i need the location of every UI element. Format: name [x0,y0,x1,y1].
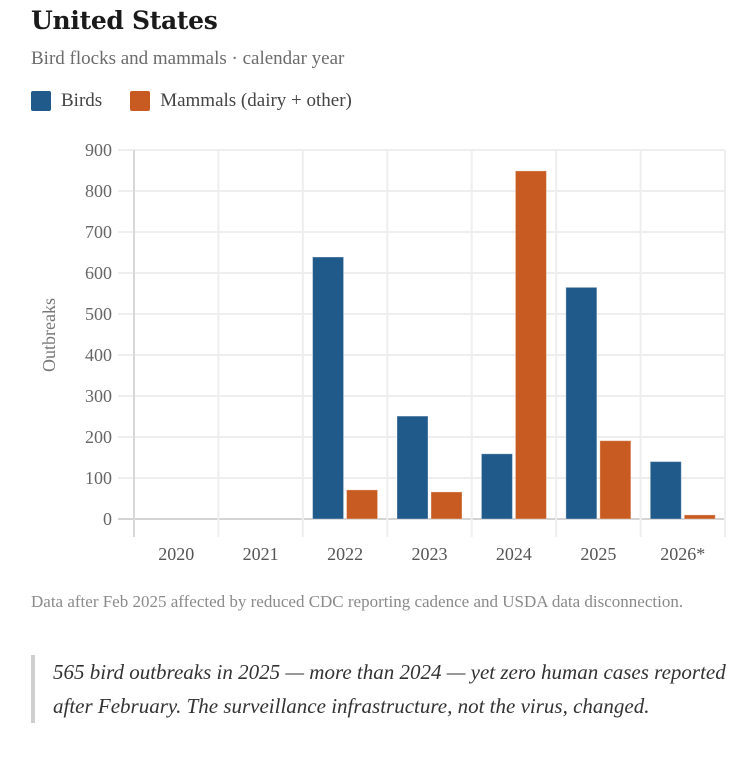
y-tick-label: 700 [85,222,112,242]
x-tick-label: 2020 [158,544,194,564]
x-tick-label: 2026* [660,544,705,564]
y-tick-label: 900 [85,140,112,160]
bar-mammals-2023 [430,491,463,520]
legend-item-mammals: Mammals (dairy + other) [130,90,352,112]
y-tick-label: 800 [85,181,112,201]
bar-mammals-2026 [683,514,716,520]
bar-birds-2026 [649,461,682,520]
bar-birds-2022 [312,256,345,520]
bar-birds-2024 [480,453,513,520]
bar-birds-2025 [565,286,598,520]
x-tick-label: 2022 [327,544,363,564]
bar-mammals-2025 [599,440,632,520]
legend-swatch-mammals [130,91,151,111]
y-axis-label: Outbreaks [39,298,59,372]
x-tick-label: 2024 [496,544,532,564]
x-tick-label: 2021 [243,544,279,564]
legend-item-birds: Birds [31,90,102,112]
callout-quote: 565 bird outbreaks in 2025 — more than 2… [31,655,743,723]
chart-title: United States [31,6,218,35]
chart-subtitle: Bird flocks and mammals · calendar year [31,48,345,69]
legend: Birds Mammals (dairy + other) [31,90,380,112]
legend-label-birds: Birds [61,90,103,111]
y-tick-label: 600 [85,263,112,283]
x-axis-ticks: 2020 2021 2022 2023 2024 2025 2026* [158,544,705,564]
x-tick-label: 2023 [412,544,448,564]
legend-label-mammals: Mammals (dairy + other) [160,90,352,111]
y-axis-ticks: 0 100 200 300 400 500 600 700 800 900 [85,140,112,529]
y-tick-label: 100 [85,468,112,488]
y-tick-label: 200 [85,427,112,447]
bar-birds-2023 [396,415,429,520]
y-tick-label: 300 [85,386,112,406]
bar-mammals-2022 [346,489,379,520]
legend-swatch-birds [31,91,51,111]
footnote: Data after Feb 2025 affected by reduced … [31,592,684,611]
bars [312,170,716,520]
x-tick-label: 2025 [580,544,616,564]
y-tick-label: 0 [103,509,112,529]
y-tick-label: 400 [85,345,112,365]
bar-mammals-2024 [514,170,547,520]
y-tick-label: 500 [85,304,112,324]
